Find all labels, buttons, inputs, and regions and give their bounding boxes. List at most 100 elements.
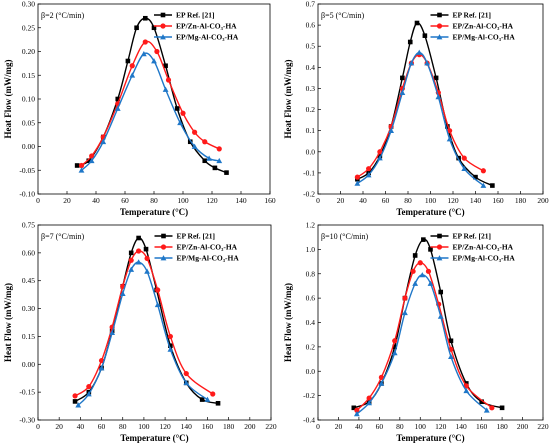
legend-label: EP/Mg-Al-CO₃-HA [177, 254, 240, 263]
data-point-square-7 [151, 25, 157, 31]
data-point-circle-8 [180, 110, 186, 116]
data-point-circle-9 [167, 333, 173, 340]
legend-entry-1: EP Ref. [21] [154, 232, 215, 241]
data-point-circle-1 [366, 395, 372, 401]
x-tick-label: 160 [476, 422, 488, 431]
data-point-triangle-11 [480, 182, 487, 188]
legend-label: EP/Mg-Al-CO₃-HA [453, 254, 516, 263]
x-tick-label: 140 [456, 422, 468, 431]
x-tick-label: 0 [316, 422, 320, 431]
heating-rate-label: β=7 (°C/min) [41, 232, 84, 241]
x-tick-label: 200 [244, 422, 256, 431]
data-point-square-1 [86, 158, 92, 164]
x-tick-label: 140 [470, 196, 482, 205]
data-point-triangle-2 [376, 155, 383, 161]
x-tick-label: 60 [121, 196, 129, 205]
x-tick-label: 120 [447, 196, 459, 205]
data-point-square-0 [72, 399, 78, 404]
x-tick-label: 220 [265, 422, 277, 431]
data-point-triangle-3 [114, 105, 121, 111]
x-tick-label: 180 [223, 422, 235, 431]
data-point-square-7 [422, 33, 428, 38]
y-tick-label: 0.7 [306, 0, 316, 9]
data-point-square-12 [215, 400, 221, 406]
heating-rate-label: β=2 (°C/min) [41, 11, 84, 20]
data-point-square-11 [202, 158, 208, 164]
data-point-square-9 [168, 343, 173, 349]
y-tick-label: -0.15 [19, 388, 35, 397]
data-point-triangle-5 [412, 280, 419, 286]
data-point-triangle-7 [144, 268, 150, 274]
data-point-triangle-6 [151, 58, 157, 64]
data-point-circle-0 [72, 393, 78, 399]
data-point-circle-10 [183, 370, 189, 377]
data-point-triangle-11 [483, 407, 490, 413]
x-tick-label: 180 [496, 422, 508, 431]
data-point-triangle-9 [167, 346, 174, 352]
data-point-square-12 [212, 165, 218, 171]
legend-entry-1: EP Ref. [21] [154, 11, 215, 20]
data-point-square-10 [456, 155, 461, 161]
data-point-square-6 [421, 237, 426, 242]
series-triangle [354, 49, 487, 188]
data-point-triangle-2 [378, 380, 385, 386]
y-tick-label: 0.5 [306, 42, 316, 51]
data-point-triangle-1 [85, 391, 92, 397]
data-point-square-legend [437, 12, 442, 18]
y-axis-title: Heat Flow (mW/mg) [3, 283, 13, 362]
y-tick-label: 0.25 [22, 23, 35, 32]
x-tick-label: 0 [316, 196, 320, 205]
data-point-triangle-11 [204, 396, 211, 402]
data-point-triangle-10 [183, 379, 190, 386]
data-point-circle-1 [86, 383, 92, 390]
x-axis-title: Temperature (°C) [120, 207, 188, 217]
series-circle [354, 260, 495, 413]
series-square [351, 237, 505, 411]
y-tick-label: 0.15 [22, 332, 35, 341]
data-point-square-8 [163, 63, 168, 69]
legend-label: EP Ref. [21] [453, 11, 492, 20]
data-point-triangle-10 [206, 155, 212, 161]
data-point-circle-10 [202, 139, 208, 145]
data-point-circle-10 [461, 155, 467, 161]
data-point-circle-0 [354, 174, 360, 180]
data-point-circle-legend [436, 244, 443, 250]
x-tick-label: 140 [235, 196, 247, 205]
data-point-triangle-9 [448, 353, 454, 359]
x-tick-label: 0 [36, 196, 40, 205]
data-point-square-11 [473, 174, 478, 180]
y-tick-label: 0.4 [306, 63, 316, 72]
chart-panel-1: 0 20 40 60 80 100 120 140 160 -0.10 -0.05 0.00 0.05 0… [3, 0, 276, 217]
x-tick-label: 160 [264, 196, 276, 205]
legend-entry-2: EP/Zn-Al-CO₃-HA [430, 243, 514, 252]
data-point-triangle-0 [75, 402, 82, 408]
y-tick-label: 0.3 [306, 84, 316, 93]
data-point-triangle-legend [436, 34, 443, 40]
y-tick-label: 0.00 [22, 142, 35, 151]
legend-entry-3: EP/Mg-Al-CO₃-HA [430, 33, 515, 42]
data-point-circle-3 [392, 338, 398, 344]
data-point-triangle-7 [162, 86, 169, 92]
y-tick-label: 0.30 [22, 304, 35, 313]
series-line [356, 262, 493, 411]
series-square [355, 20, 495, 188]
data-point-circle-9 [192, 129, 198, 135]
legend-label: EP/Zn-Al-CO₃-HA [453, 243, 514, 252]
x-tick-label: 0 [36, 422, 40, 431]
data-point-square-5 [128, 250, 134, 256]
x-tick-label: 60 [382, 196, 390, 205]
data-point-square-13 [224, 170, 229, 175]
data-point-square-legend [437, 233, 442, 239]
data-point-square-9 [448, 338, 454, 344]
y-tick-label: -0.10 [19, 190, 35, 199]
chart-panel-2: 0 20 40 60 80 100 120 140 160 180 200 -0.2 -0.1 0.0 0.… [283, 0, 549, 217]
data-point-circle-11 [480, 168, 486, 174]
x-tick-label: 100 [138, 422, 150, 431]
y-tick-label: -0.2 [303, 391, 315, 400]
x-tick-label: 200 [537, 196, 549, 205]
legend-entry-3: EP/Mg-Al-CO₃-HA [154, 33, 239, 42]
x-tick-label: 220 [537, 422, 549, 431]
x-tick-label: 20 [55, 422, 63, 431]
legend-entry-1: EP Ref. [21] [430, 11, 492, 20]
